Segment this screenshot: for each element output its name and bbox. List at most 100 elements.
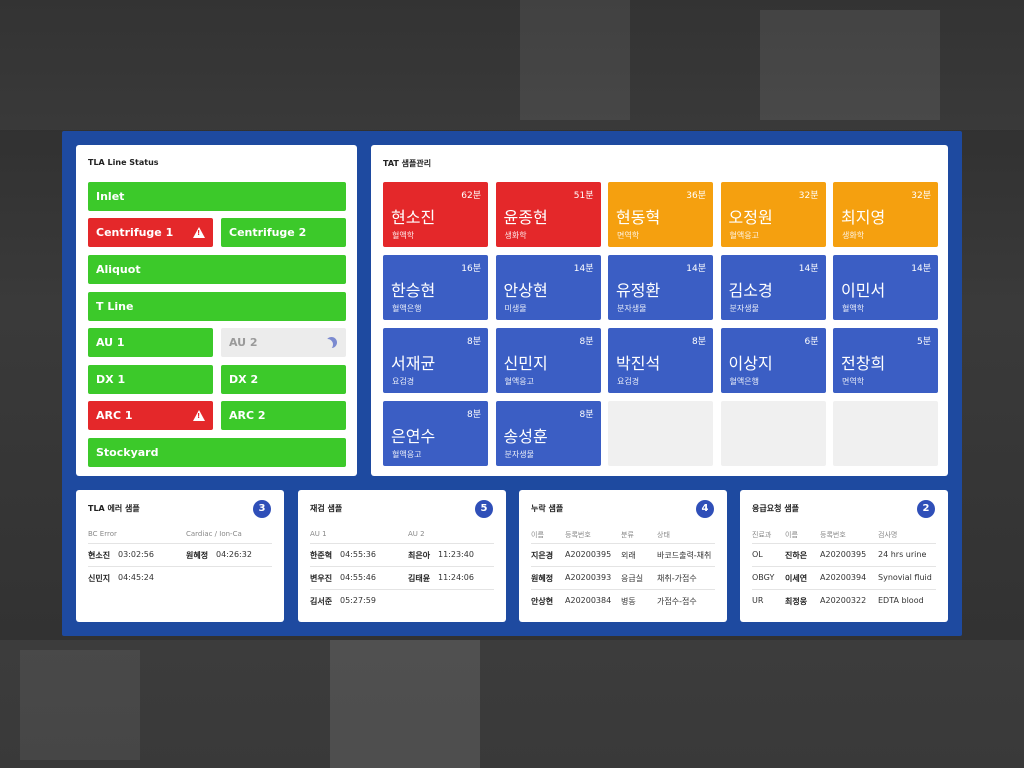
table-cell[interactable]: 지은경 (531, 551, 554, 560)
tat-minutes: 36분 (686, 191, 706, 201)
table-cell[interactable]: OL (752, 550, 763, 559)
tat-patient-name: 전창희 (841, 354, 886, 373)
background-machine (760, 10, 940, 120)
tat-tile[interactable]: 14분 김소경 분자생물 (720, 255, 826, 320)
tat-tile[interactable]: 14분 안상현 미생물 (495, 255, 601, 320)
tat-tile[interactable]: 8분 서재균 요검경 (383, 328, 488, 393)
background-machine (0, 640, 1024, 768)
warning-icon (193, 410, 205, 421)
line-item-au-1[interactable]: AU 1 (88, 328, 213, 357)
tat-patient-name: 박진석 (616, 354, 661, 373)
table-cell[interactable]: 안상현 (531, 597, 554, 606)
warning-icon (193, 227, 205, 238)
tat-minutes: 51분 (573, 191, 594, 201)
table-cell: EDTA blood (878, 596, 924, 605)
table-cell[interactable]: A20200395 (565, 550, 612, 559)
sample-name[interactable]: 김태윤 (408, 574, 431, 583)
tat-tile[interactable]: 6분 이상지 혈액은행 (720, 328, 826, 393)
line-item-au-2[interactable]: AU 2 (221, 328, 346, 357)
tat-department: 혈액은행 (729, 377, 759, 386)
table-cell[interactable]: 진하은 (785, 551, 808, 560)
table-cell: 24 hrs urine (878, 550, 927, 559)
retest-samples-title: 재검 샘플 (310, 504, 343, 513)
tat-patient-name: 최지영 (841, 208, 886, 227)
tat-department: 분자생물 (729, 304, 759, 313)
tat-minutes: 16분 (461, 264, 481, 274)
background-machine (0, 0, 1024, 130)
line-item-stockyard[interactable]: Stockyard (88, 438, 346, 467)
tat-minutes: 5분 (916, 337, 931, 347)
line-item-arc-1[interactable]: ARC 1 (88, 401, 213, 430)
sample-name[interactable]: 김서준 (310, 597, 333, 606)
tat-tile[interactable]: 8분 송성훈 분자생물 (495, 401, 601, 466)
column-header: Cardiac / Ion-Ca (186, 530, 242, 538)
table-cell[interactable]: 최정웅 (785, 597, 808, 606)
line-item-inlet[interactable]: Inlet (88, 182, 346, 211)
missing-samples-panel: 누락 샘플 4 이름 등록번호 분류 상태 지은경 A20200395 외래 바코드출력-채취… (519, 490, 727, 622)
line-item-label: Stockyard (96, 446, 159, 459)
tat-tile[interactable]: 14분 유정환 분자생물 (608, 255, 713, 320)
tat-tile[interactable]: 32분 최지영 생화학 (833, 182, 938, 247)
tat-tile[interactable]: 5분 전창희 면역학 (833, 328, 938, 393)
line-item-t-line[interactable]: T Line (88, 292, 346, 321)
tat-tile[interactable]: 62분 현소진 혈액학 (383, 182, 488, 247)
tat-patient-name: 현소진 (391, 208, 436, 227)
divider (531, 589, 715, 590)
sample-time: 11:24:06 (438, 573, 474, 582)
dashboard-frame: TLA Line Status Inlet Centrifuge 1 Centrif… (62, 131, 962, 636)
sample-time: 04:55:36 (340, 550, 376, 559)
column-header: 이름 (785, 531, 798, 539)
divider (310, 543, 494, 544)
tat-patient-name: 유정환 (616, 281, 661, 300)
sample-name[interactable]: 현소진 (88, 551, 111, 560)
table-cell[interactable]: OBGY (752, 573, 775, 582)
sample-name[interactable]: 최은아 (408, 551, 431, 560)
line-item-label: Inlet (96, 190, 125, 203)
urgent-samples-panel: 응급요청 샘플 2 진료과 이름 등록번호 검사명 OL 진하은 A20200395 24 h… (740, 490, 948, 622)
tat-patient-name: 오정원 (728, 208, 773, 227)
line-item-centrifuge-2[interactable]: Centrifuge 2 (221, 218, 346, 247)
tat-department: 혈액응고 (729, 231, 759, 240)
line-item-aliquot[interactable]: Aliquot (88, 255, 346, 284)
table-cell: A20200322 (820, 596, 867, 605)
table-cell[interactable]: 이세연 (785, 574, 808, 583)
tat-patient-name: 송성훈 (503, 427, 548, 446)
tat-tile[interactable]: 8분 은연수 혈액응고 (383, 401, 488, 466)
table-cell[interactable]: A20200393 (565, 573, 612, 582)
tat-tile[interactable]: 8분 박진석 요검경 (608, 328, 713, 393)
tat-tile[interactable]: 36분 현동혁 면역학 (608, 182, 713, 247)
table-cell: Synovial fluid (878, 573, 932, 582)
sample-name[interactable]: 한준혁 (310, 551, 333, 560)
table-cell[interactable]: A20200384 (565, 596, 612, 605)
table-cell[interactable]: UR (752, 596, 764, 605)
line-item-dx-1[interactable]: DX 1 (88, 365, 213, 394)
tat-patient-name: 안상현 (503, 281, 548, 300)
column-header: AU 1 (310, 530, 327, 538)
divider (531, 543, 715, 544)
sample-name[interactable]: 원혜정 (186, 551, 209, 560)
sample-time: 03:02:56 (118, 550, 154, 559)
sample-name[interactable]: 변우진 (310, 574, 333, 583)
tat-tile[interactable]: 32분 오정원 혈액응고 (720, 182, 826, 247)
tat-tile[interactable]: 14분 이민서 혈액학 (833, 255, 938, 320)
tat-patient-name: 은연수 (391, 427, 436, 446)
tat-tile[interactable]: 51분 윤종현 생화학 (495, 182, 601, 247)
retest-samples-panel: 재검 샘플 5 AU 1 AU 2 한준혁 04:55:36 최은아 11:23… (298, 490, 506, 622)
divider (752, 543, 936, 544)
error-samples-title: TLA 에러 샘플 (88, 504, 140, 513)
line-item-label: Centrifuge 2 (229, 226, 307, 239)
tat-tile[interactable]: 16분 한승현 혈액은행 (383, 255, 488, 320)
line-status-title: TLA Line Status (88, 158, 159, 167)
tat-department: 요검경 (617, 377, 640, 386)
sample-time: 11:23:40 (438, 550, 474, 559)
line-item-label: Centrifuge 1 (96, 226, 174, 239)
sample-name[interactable]: 신민지 (88, 574, 111, 583)
table-cell[interactable]: 원혜정 (531, 574, 554, 583)
column-header: BC Error (88, 530, 117, 538)
tat-department: 혈액응고 (392, 450, 422, 459)
line-item-centrifuge-1[interactable]: Centrifuge 1 (88, 218, 213, 247)
tat-department: 생화학 (842, 231, 865, 240)
line-item-dx-2[interactable]: DX 2 (221, 365, 346, 394)
line-item-arc-2[interactable]: ARC 2 (221, 401, 346, 430)
tat-tile[interactable]: 8분 신민지 혈액응고 (495, 328, 601, 393)
